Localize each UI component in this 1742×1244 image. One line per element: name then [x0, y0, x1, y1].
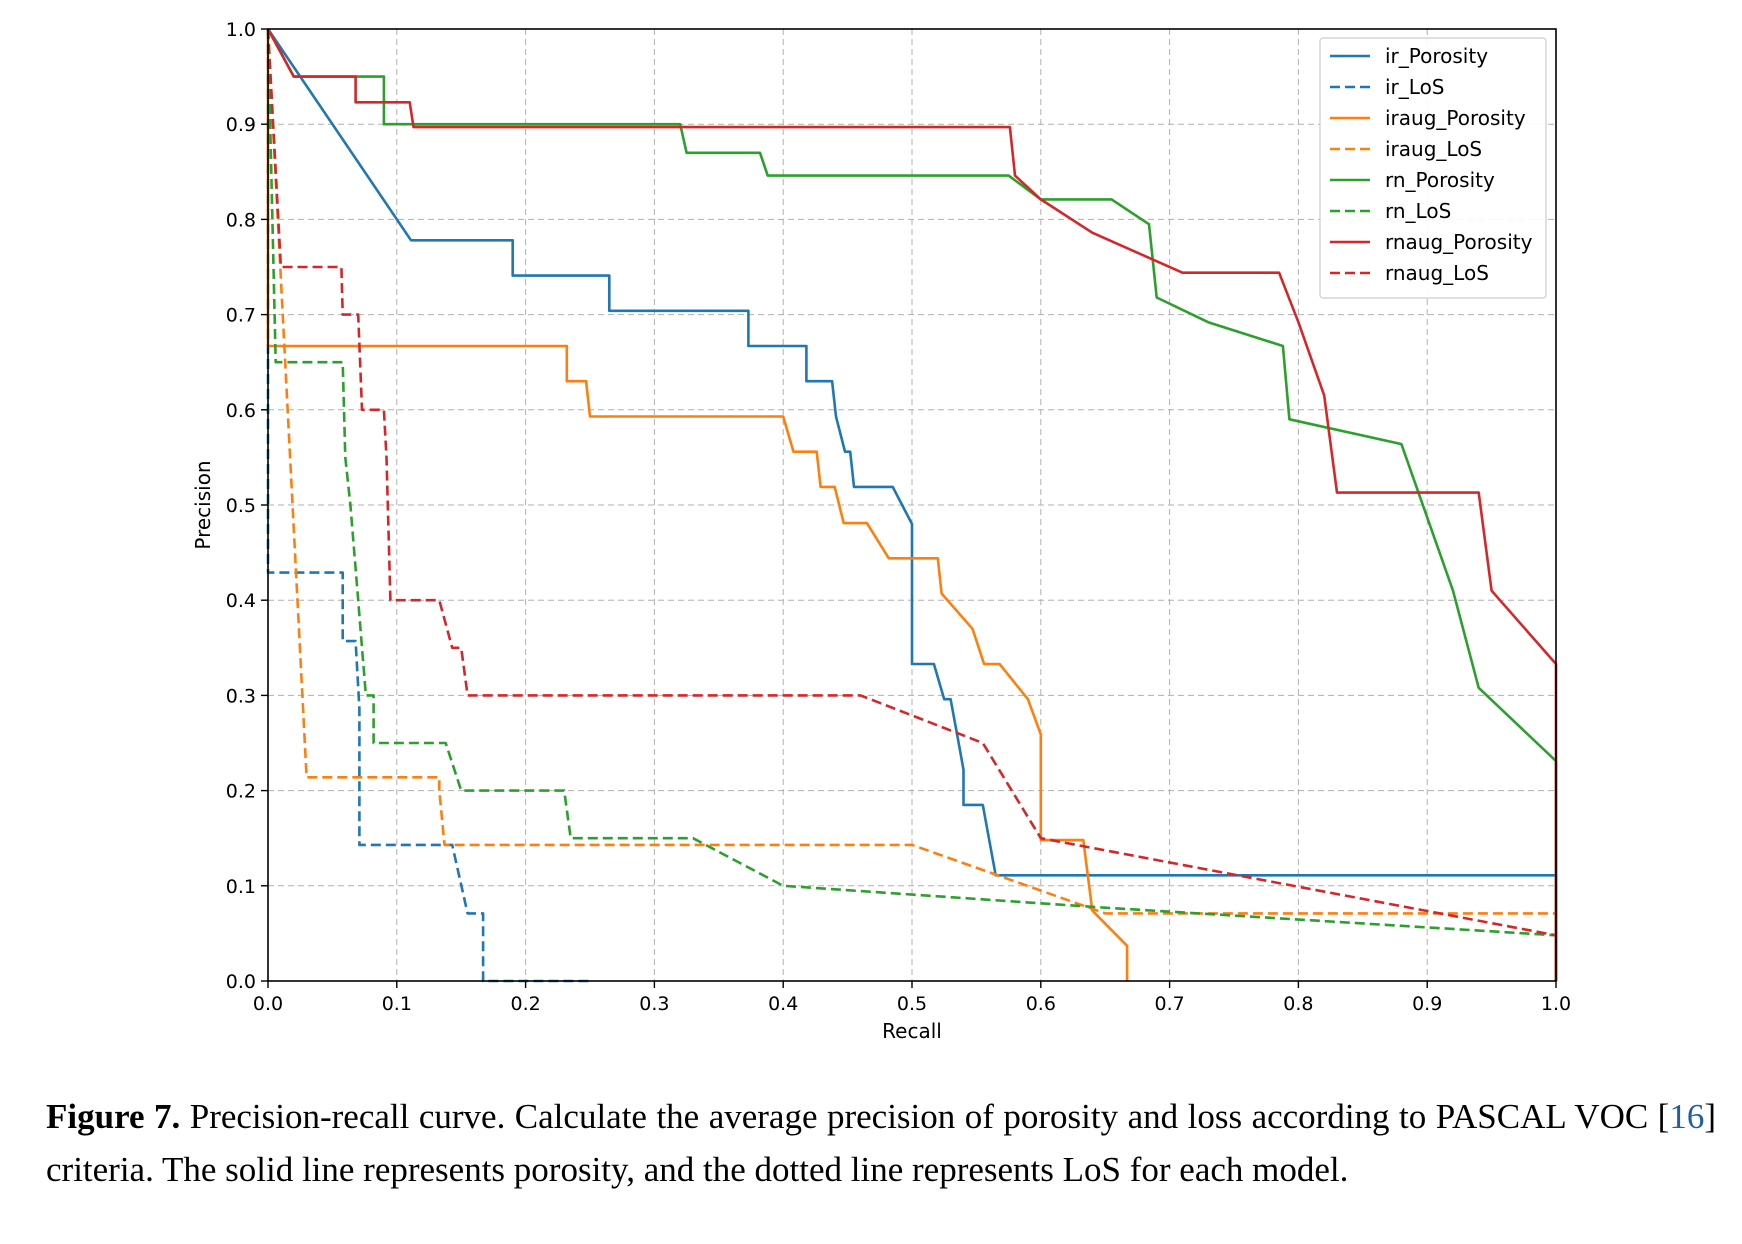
y-tick-label: 0.7 [226, 305, 256, 327]
y-tick-label: 0.5 [226, 495, 256, 517]
series-lines [266, 28, 1558, 983]
x-tick-label: 0.6 [1026, 993, 1056, 1015]
series-line-iraug-porosity [266, 29, 1129, 981]
caption-text-start: Precision-recall curve. Calculate the av… [180, 1097, 1670, 1136]
y-tick-label: 0.8 [226, 209, 256, 231]
legend-label: rnaug_Porosity [1385, 230, 1533, 254]
x-tick-label: 0.9 [1412, 993, 1442, 1015]
legend-label: ir_Porosity [1385, 44, 1488, 68]
y-tick-label: 1.0 [226, 19, 256, 41]
caption-text-end: ] criteria. The solid line represents po… [46, 1097, 1716, 1189]
x-tick-label: 0.7 [1154, 993, 1184, 1015]
series-line-rn-los [266, 28, 1557, 937]
y-tick-label: 0.6 [226, 400, 256, 422]
legend: ir_Porosity ir_LoS iraug_Porosity iraug_LoS… [1319, 37, 1547, 299]
x-axis-label: Recall [882, 1019, 942, 1043]
series-line-rn-porosity [266, 28, 1558, 981]
x-tick-label: 0.3 [639, 993, 669, 1015]
x-tick-label: 0.8 [1283, 993, 1313, 1015]
figure-caption: Figure 7. Precision-recall curve. Calcul… [46, 1090, 1716, 1196]
x-tick-label: 0.5 [897, 993, 927, 1015]
legend-label: ir_LoS [1385, 75, 1445, 99]
legend-label: iraug_Porosity [1385, 106, 1526, 130]
series-line-rnaug-porosity [266, 28, 1558, 981]
legend-label: rn_Porosity [1385, 168, 1495, 192]
x-tick-label: 0.2 [510, 993, 540, 1015]
series-line-iraug-los [266, 28, 1558, 981]
series-line-rnaug-los [266, 28, 1557, 937]
y-tick-label: 0.3 [226, 685, 256, 707]
y-tick-label: 0.9 [226, 114, 256, 136]
legend-label: rnaug_LoS [1385, 261, 1489, 285]
caption-reference-link[interactable]: 16 [1669, 1097, 1705, 1136]
series-line-ir-los [266, 29, 590, 983]
axis-ticks: 0.0 0.1 0.2 0.3 0.4 0.5 0.6 0.7 0.8 0.9 1.0 0.0 0.1 0… [226, 19, 1571, 1015]
legend-label: rn_LoS [1385, 199, 1451, 223]
x-tick-label: 0.4 [768, 993, 798, 1015]
y-tick-label: 0.1 [226, 876, 256, 898]
x-tick-label: 0.1 [382, 993, 412, 1015]
x-tick-label: 0.0 [253, 993, 283, 1015]
x-tick-label: 1.0 [1541, 993, 1571, 1015]
caption-label: Figure 7. [46, 1097, 181, 1136]
y-tick-label: 0.2 [226, 781, 256, 803]
y-tick-label: 0.0 [226, 971, 256, 993]
y-tick-label: 0.4 [226, 590, 256, 612]
legend-box [1319, 37, 1547, 299]
series-line-ir-porosity [266, 28, 1558, 981]
precision-recall-chart: 0.0 0.1 0.2 0.3 0.4 0.5 0.6 0.7 0.8 0.9 1.0 0.0 0.1 0… [191, 19, 1571, 1043]
legend-label: iraug_LoS [1385, 137, 1482, 161]
y-axis-label: Precision [191, 460, 215, 549]
